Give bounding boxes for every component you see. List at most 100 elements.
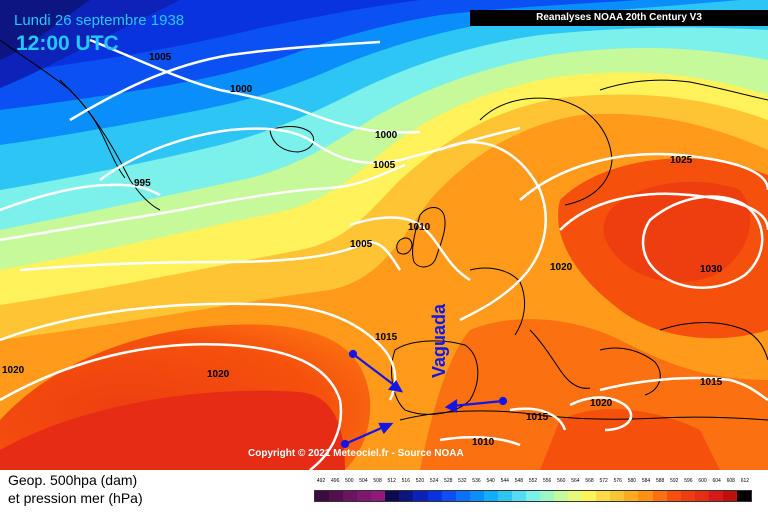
scale-swatch — [385, 491, 400, 501]
scale-swatch — [315, 491, 330, 501]
scale-swatch — [371, 491, 386, 501]
scale-value-label: 608 — [726, 478, 735, 484]
iberia-coast — [391, 340, 479, 415]
isobar-label: 1015 — [526, 412, 549, 423]
isobar-1020-west — [439, 140, 547, 322]
isobar-1020-balkans — [569, 396, 633, 432]
scale-swatch — [722, 491, 737, 501]
arrow-origin-dot — [498, 396, 508, 406]
isobar-label: 1005 — [149, 52, 172, 63]
scandinavia-coast — [479, 97, 613, 206]
scale-swatch — [540, 491, 555, 501]
scale-value-label: 544 — [500, 478, 509, 484]
scale-value-label: 540 — [486, 478, 495, 484]
scale-swatch — [427, 491, 442, 501]
east-europe-ridge-core — [603, 181, 751, 283]
scale-swatch — [708, 491, 723, 501]
scale-value-label: 528 — [444, 478, 453, 484]
isobar-1030-high — [641, 195, 764, 289]
arrow-origin-dot — [340, 439, 350, 449]
scale-value-label: 556 — [542, 478, 552, 484]
map-time: 12:00 UTC — [16, 32, 119, 55]
isobar-1025-north — [519, 152, 768, 201]
scale-swatch — [652, 491, 667, 501]
isobar-label: 1030 — [700, 264, 723, 275]
arctic-coast — [599, 79, 768, 101]
isobar-1020-azores — [0, 343, 343, 470]
trough-label: Vaguada — [429, 303, 449, 378]
isobar-1015-med — [509, 407, 567, 431]
scale-swatch — [568, 491, 583, 501]
isobar-label: 1010 — [472, 437, 495, 448]
scale-swatch — [525, 491, 540, 501]
scale-value-label: 588 — [655, 478, 665, 484]
black-sea-coast — [659, 322, 768, 361]
scale-value-label: 564 — [571, 478, 580, 484]
arrowhead-icon — [378, 422, 394, 434]
arrowhead-icon — [387, 380, 404, 393]
scale-swatch — [680, 491, 695, 501]
scale-value-label: 576 — [613, 478, 622, 484]
copyright-text: Copyright © 2021 Meteociel.fr - Source N… — [248, 448, 464, 459]
isobar-1005-north — [69, 40, 381, 122]
scale-value-label: 508 — [373, 478, 382, 484]
isobar-1020-east — [559, 192, 768, 231]
scale-value-label: 496 — [331, 478, 340, 484]
isobar-label: 1015 — [700, 377, 723, 388]
scale-swatch — [469, 491, 484, 501]
isobar-995-loop — [0, 183, 161, 212]
isobar-1010-africa — [439, 436, 521, 447]
color-scale-bar — [314, 490, 752, 502]
source-banner: Reanalyses NOAA 20th Century V3 — [470, 10, 768, 26]
isobar-label: 1020 — [550, 262, 573, 273]
trough-arrow-south — [344, 424, 387, 446]
isobar-label: 1025 — [670, 155, 693, 166]
scale-swatch — [413, 491, 428, 501]
scale-value-label: 580 — [627, 478, 637, 484]
north-africa-coast — [399, 410, 768, 421]
scale-value-label: 520 — [415, 478, 425, 484]
scale-swatch — [610, 491, 625, 501]
scale-swatch — [483, 491, 498, 501]
scale-value-label: 536 — [472, 478, 481, 484]
iceland-coast — [269, 126, 314, 153]
isobar-1010-britain — [349, 216, 471, 282]
scale-swatch — [638, 491, 653, 501]
scale-value-label: 532 — [458, 478, 467, 484]
scale-swatch — [343, 491, 358, 501]
scale-value-label: 560 — [557, 478, 566, 484]
isobar-label: 1020 — [590, 398, 613, 409]
arrow-origin-dot — [348, 349, 358, 359]
isobar-1005-mid — [0, 163, 406, 242]
isobar-1000-north — [89, 38, 421, 134]
scale-swatch — [554, 491, 569, 501]
scale-value-label: 596 — [684, 478, 693, 484]
scale-swatch — [399, 491, 414, 501]
scale-swatch — [441, 491, 456, 501]
coastlines — [0, 39, 768, 421]
scale-swatch — [497, 491, 512, 501]
trough-arrow-east — [451, 399, 504, 408]
greenland-coast — [0, 39, 161, 211]
scale-value-label: 500 — [345, 478, 354, 484]
isobar-label: 1000 — [230, 84, 253, 95]
italy-coast — [529, 329, 591, 389]
scale-swatch — [666, 491, 681, 501]
scale-value-label: 492 — [316, 478, 326, 484]
isobar-1015-atlantic — [0, 302, 397, 401]
britain-coast — [412, 207, 446, 268]
ireland-coast — [396, 237, 413, 255]
scale-value-label: 600 — [698, 478, 707, 484]
scale-swatch — [736, 491, 751, 501]
subtropical-high-inner — [0, 390, 345, 470]
isobar-label: 1000 — [375, 130, 398, 141]
isobar-label: 1005 — [350, 239, 373, 250]
isobar-1015-east — [599, 376, 768, 402]
scale-swatch — [596, 491, 611, 501]
isobar-1005-atlantic — [19, 241, 402, 272]
isobar-label: 1020 — [2, 365, 25, 376]
scale-swatch — [694, 491, 709, 501]
france-coast — [469, 267, 526, 336]
legend-title-line1: Geop. 500hpa (dam) — [8, 472, 138, 488]
